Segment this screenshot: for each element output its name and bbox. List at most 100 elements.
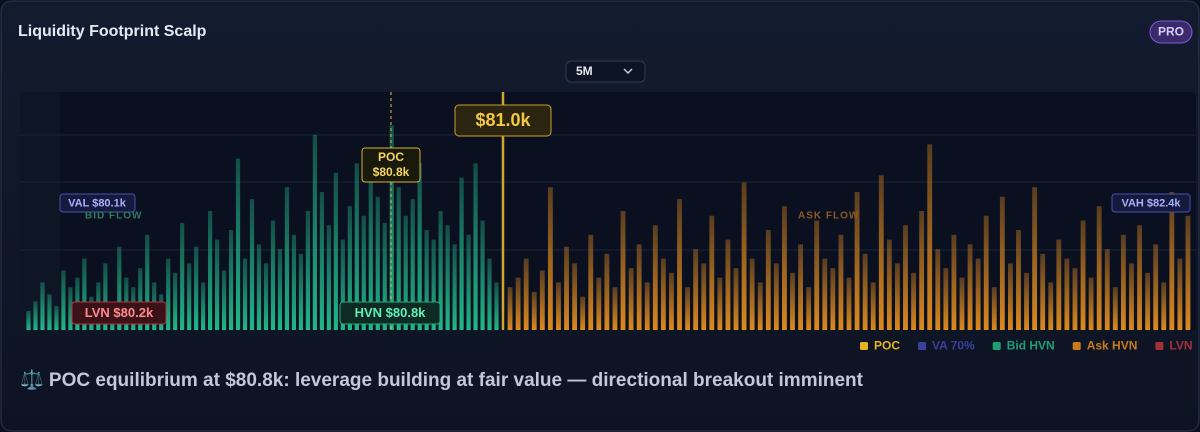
bar	[166, 258, 171, 330]
bar	[1064, 258, 1070, 330]
bar	[895, 263, 900, 330]
bar	[33, 301, 38, 330]
bar	[846, 277, 852, 330]
bar	[1185, 215, 1191, 330]
bar	[431, 239, 436, 330]
bar	[822, 258, 828, 330]
bar	[959, 277, 965, 330]
bar	[677, 199, 682, 330]
bar	[396, 187, 401, 330]
bar	[693, 249, 699, 330]
bar	[1169, 191, 1175, 330]
bar	[798, 244, 803, 330]
title: Liquidity Footprint Scalp	[18, 23, 207, 40]
bar	[445, 225, 450, 330]
bar	[790, 272, 795, 330]
bar	[382, 222, 387, 330]
bar	[138, 268, 143, 330]
bar	[580, 296, 586, 330]
bar	[999, 196, 1005, 330]
bar	[417, 163, 422, 330]
bar	[878, 175, 884, 330]
bar	[221, 270, 227, 330]
bar	[652, 225, 658, 330]
hvn-box	[339, 301, 441, 325]
bar	[201, 282, 206, 330]
bar	[103, 263, 108, 330]
bar	[911, 272, 916, 330]
bar	[1129, 263, 1134, 330]
bar	[886, 239, 892, 330]
bar	[838, 234, 844, 330]
bar	[1024, 272, 1029, 330]
bar	[539, 270, 545, 330]
bar	[604, 253, 610, 330]
timeframe-select[interactable]	[565, 60, 646, 83]
bar	[487, 258, 492, 330]
bar	[403, 215, 408, 330]
bar	[612, 287, 618, 330]
bar	[556, 282, 561, 330]
bar	[117, 246, 122, 330]
bar	[291, 234, 297, 330]
bar	[459, 177, 464, 330]
bar	[975, 258, 981, 330]
bar	[1088, 277, 1094, 330]
bar	[312, 134, 317, 330]
bar	[870, 282, 876, 330]
bar	[741, 182, 747, 330]
lvn-label: LVN $80.2k	[85, 305, 154, 320]
timeframe-value[interactable]: 5M	[576, 64, 593, 78]
bar	[660, 258, 666, 330]
bar	[1032, 187, 1038, 330]
bar	[368, 182, 373, 330]
bar	[523, 258, 529, 330]
bar	[180, 222, 185, 330]
bar	[749, 258, 755, 330]
price-box	[454, 104, 552, 137]
bar	[1096, 206, 1102, 330]
bar	[249, 199, 255, 330]
bar	[572, 263, 578, 330]
bar	[830, 268, 836, 330]
bar	[564, 246, 569, 330]
bar	[862, 253, 868, 330]
bar	[515, 277, 521, 330]
bar	[1056, 239, 1062, 330]
ask-flow-label: ASK FLOW	[798, 211, 859, 222]
bar	[82, 258, 87, 330]
poc-title: POC	[378, 150, 404, 164]
bar	[326, 225, 331, 330]
bar	[319, 191, 324, 330]
bar	[701, 263, 707, 330]
bar	[347, 206, 352, 330]
bar	[854, 191, 860, 330]
legend-swatch	[918, 342, 927, 350]
bar	[61, 270, 66, 330]
bar	[1145, 272, 1151, 330]
bar	[1112, 287, 1118, 330]
bar	[47, 294, 52, 330]
current-price: $81.0k	[475, 110, 531, 130]
bar	[215, 239, 220, 330]
bar	[1137, 225, 1142, 330]
dropdown-chevron[interactable]	[623, 68, 633, 75]
bar	[717, 277, 723, 330]
bar	[814, 220, 820, 330]
bar	[669, 272, 674, 330]
bar	[389, 125, 394, 330]
bar	[494, 282, 499, 330]
bar	[806, 287, 812, 330]
bar	[361, 215, 366, 330]
poc-box	[361, 147, 421, 183]
bar	[256, 244, 262, 330]
val-box	[59, 193, 136, 213]
bar	[26, 310, 31, 330]
bar	[438, 211, 443, 330]
legend-label: POC	[874, 339, 900, 353]
bar	[709, 215, 715, 330]
bar	[951, 234, 957, 330]
vah-box	[1111, 193, 1191, 213]
bar	[757, 282, 763, 330]
bars	[26, 125, 1191, 330]
